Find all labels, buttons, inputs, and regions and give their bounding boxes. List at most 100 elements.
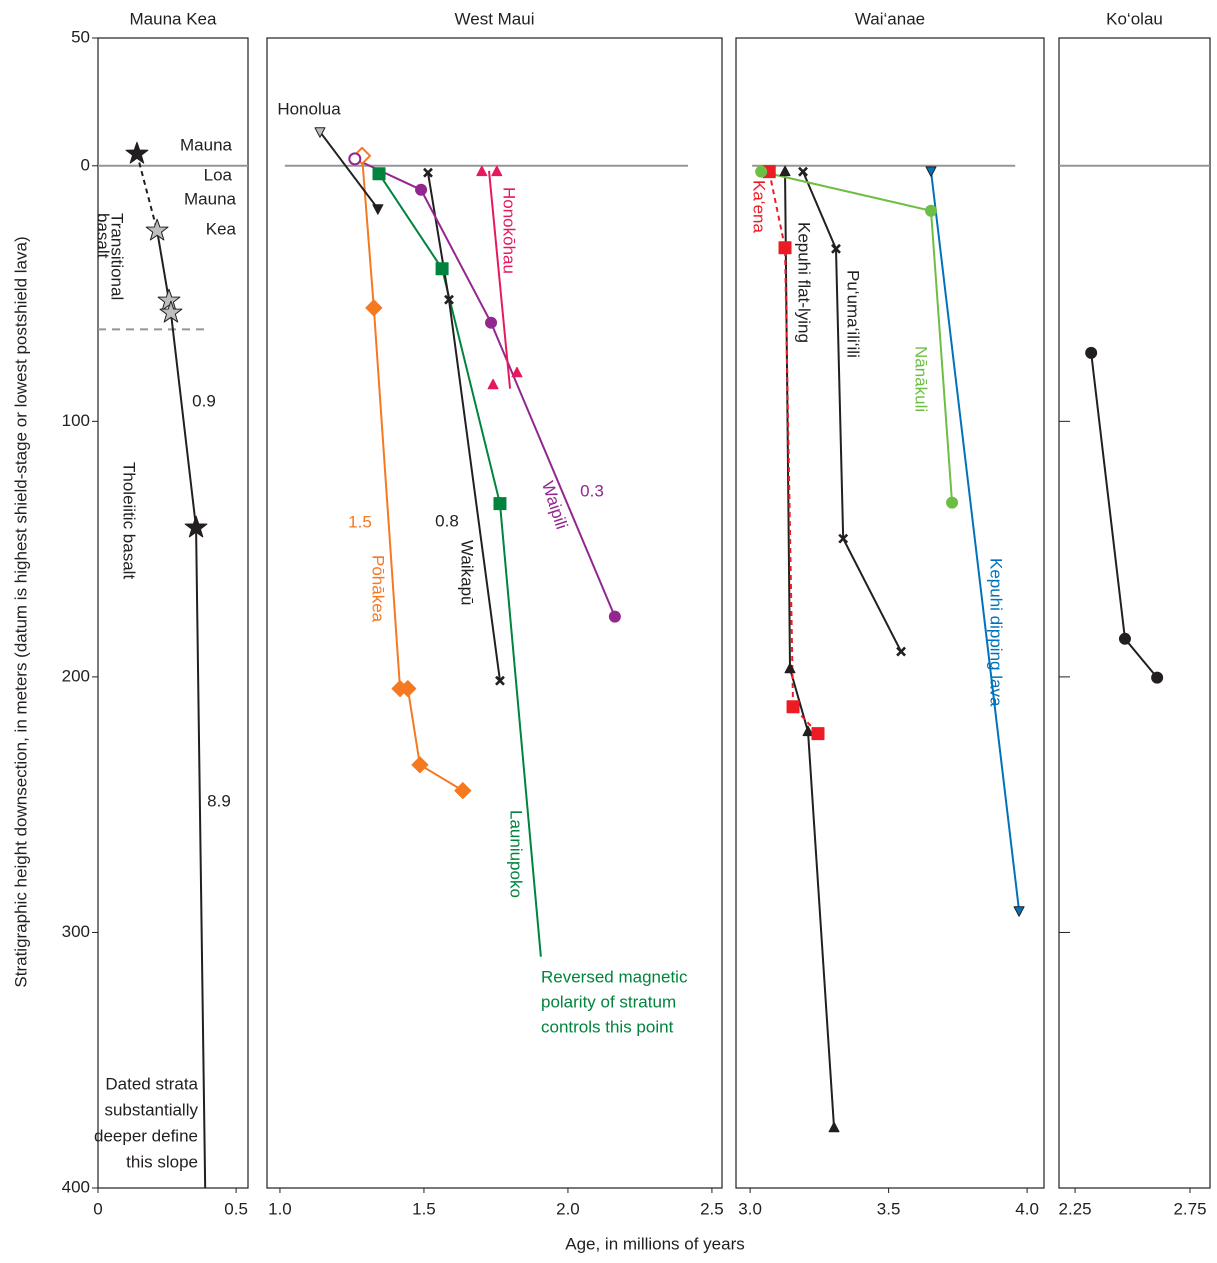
x-tick-label: 2.25 [1059, 1199, 1092, 1218]
annotation-text: Waikapū [458, 540, 477, 606]
marker [838, 533, 849, 544]
panel-frame [735, 37, 1045, 1189]
marker [1013, 906, 1025, 917]
marker [495, 675, 505, 686]
marker [372, 167, 386, 181]
series-line [1090, 352, 1158, 679]
marker [828, 1121, 840, 1133]
annotation-text: substantially [104, 1100, 198, 1119]
annotation: Ka‘ena [750, 180, 769, 233]
annotation-text: Tholeiitic basalt [120, 462, 139, 579]
link-line [135, 153, 159, 231]
marker [925, 166, 937, 177]
annotation-text: 0.8 [435, 511, 459, 530]
y-tick-label: 300 [62, 922, 90, 941]
annotation: Kepuhi flat-lying [795, 222, 814, 343]
annotation-text: Nānākuli [912, 346, 931, 412]
marker [1151, 671, 1164, 684]
marker [811, 727, 825, 741]
annotation-text: polarity of stratum [541, 992, 676, 1011]
annotation-text: Mauna [180, 135, 233, 154]
x-tick-label: 4.0 [1015, 1199, 1039, 1218]
marker [184, 515, 208, 538]
annotation-text: Dated strata [105, 1074, 198, 1093]
series-line [930, 170, 1021, 911]
series-line [378, 173, 542, 957]
series-line [802, 171, 902, 653]
x-tick-label: 0 [93, 1199, 102, 1218]
marker [487, 378, 499, 390]
annotation-text: Transitional [108, 213, 127, 300]
annotation: Mauna Kea [184, 189, 237, 238]
marker [145, 218, 169, 241]
marker [476, 165, 488, 177]
annotation-text: controls this point [541, 1017, 674, 1036]
annotation: Waikapū [458, 540, 477, 606]
x-tick-label: 1.5 [412, 1199, 436, 1218]
marker [1118, 632, 1131, 645]
marker [435, 262, 449, 276]
marker [159, 300, 183, 323]
x-tick-label: 2.75 [1173, 1199, 1206, 1218]
annotation: Pōhākea [369, 555, 388, 623]
marker [423, 167, 433, 178]
annotation: Pu‘uma‘ili‘ili [844, 270, 863, 358]
marker [348, 152, 362, 166]
annotation-text: 0.3 [580, 481, 604, 500]
y-tick-label: 400 [62, 1177, 90, 1196]
marker [779, 165, 791, 177]
panel-frame [266, 37, 723, 1189]
panel-title: Wai‘anae [855, 9, 925, 28]
annotation: Tholeiitic basalt [120, 462, 139, 579]
annotation: Reversed magnetic polarity of stratum cont… [541, 967, 688, 1036]
marker [1085, 346, 1098, 359]
annotation: 1.5 [348, 512, 372, 531]
series-line [768, 171, 819, 735]
annotation-text: Kea [206, 219, 237, 238]
y-tick-label: 200 [62, 666, 90, 685]
annotation: 0.3 [580, 481, 604, 500]
y-tick-label: 0 [81, 155, 90, 174]
annotation-text: deeper define [94, 1126, 198, 1145]
x-tick-label: 3.5 [877, 1199, 901, 1218]
x-tick-label: 0.5 [224, 1199, 248, 1218]
annotation-text: Kepuhi flat-lying [795, 222, 814, 343]
annotation-text: Pōhākea [369, 555, 388, 623]
marker [511, 366, 523, 378]
panel-frame [97, 37, 249, 1189]
series-line [361, 155, 464, 792]
marker [798, 166, 808, 177]
series-line [319, 131, 379, 210]
marker [491, 165, 503, 177]
x-axis-label: Age, in millions of years [565, 1234, 745, 1253]
annotation-text: 1.5 [348, 512, 372, 531]
marker [485, 316, 498, 329]
annotation: Nānākuli [912, 346, 931, 412]
annotation-text: 0.9 [192, 391, 216, 410]
annotation-text: Pu‘uma‘ili‘ili [844, 270, 863, 358]
marker [896, 646, 906, 657]
marker [314, 127, 326, 138]
annotation: 8.9 [207, 791, 231, 810]
marker [802, 725, 814, 737]
panel-title: West Maui [455, 9, 535, 28]
x-tick-label: 2.0 [556, 1199, 580, 1218]
y-axis-label: Stratigraphic height downsection, in met… [11, 236, 30, 987]
marker [946, 496, 959, 509]
series-line [784, 171, 836, 1128]
y-tick-label: 100 [62, 411, 90, 430]
marker [778, 241, 792, 255]
panel-title: Mauna Kea [130, 9, 217, 28]
panel-title: Ko‘olau [1106, 9, 1163, 28]
annotation: Kepuhi dipping lava [987, 558, 1006, 707]
annotation-text: Waipili [538, 479, 571, 532]
annotation: Honolua [277, 99, 341, 118]
marker [365, 299, 383, 317]
marker [924, 204, 937, 217]
marker [786, 700, 800, 714]
annotation-text: Honolua [277, 99, 341, 118]
annotation-text: 8.9 [207, 791, 231, 810]
annotation: Launiupoko [507, 810, 526, 898]
series-line [354, 157, 616, 617]
